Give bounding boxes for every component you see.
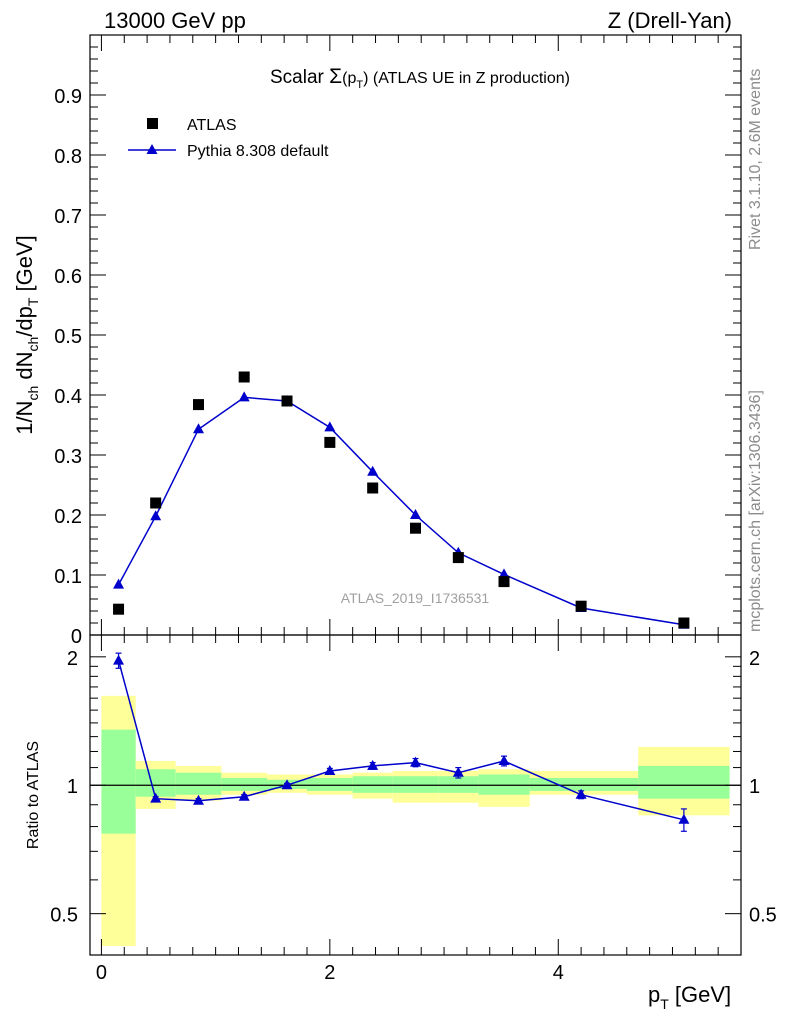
ratio-mc-point: [281, 779, 293, 790]
main-y-tick-labels: 0 0.1 0.2 0.3 0.4 0.5 0.6 0.7 0.8 0.9: [54, 86, 82, 648]
mc-point: [498, 568, 510, 579]
ratio-series-layer: [113, 652, 690, 832]
ratio-y-tick-label-right: 2: [749, 648, 760, 670]
ratio-y-tick-label-right: 0.5: [749, 905, 777, 927]
x-tick-label: 4: [553, 962, 564, 984]
x-axis-label-unit: [GeV]: [669, 982, 731, 1007]
header-left: 13000 GeV pp: [104, 8, 246, 33]
ratio-frame: [89, 634, 742, 956]
main-title-arg-sub: T: [356, 79, 363, 91]
ratio-y-label: Ratio to ATLAS: [25, 741, 42, 849]
ratio-y-tick-label-right: 1: [749, 776, 760, 798]
ratio-mc-point: [238, 790, 250, 801]
main-y-tick-label: 0.3: [54, 446, 82, 468]
ratio-band-inner: [392, 776, 439, 793]
ratio-band-inner: [175, 772, 222, 795]
x-axis-label-main: p: [648, 982, 660, 1007]
mcplots-label: mcplots.cern.ch [arXiv:1306.3436]: [747, 390, 764, 632]
atlas-point: [113, 603, 125, 615]
ratio-mc-point: [193, 794, 204, 805]
main-title-arg: (p: [342, 70, 356, 87]
ratio-mc-point: [498, 754, 510, 765]
mc-point: [113, 578, 125, 589]
legend-atlas-label: ATLAS: [187, 117, 237, 134]
rivet-label: Rivet 3.1.10, 2.6M events: [747, 69, 764, 250]
ratio-mc-line: [117, 660, 685, 821]
x-axis-label-sub: T: [660, 996, 669, 1012]
ratio-band-inner: [352, 776, 393, 793]
legend-atlas-marker: [147, 118, 158, 129]
mc-point: [150, 510, 162, 521]
ratio-mc-point: [367, 759, 379, 770]
main-title: Scalar Σ(pT) (ATLAS UE in Z production): [270, 65, 570, 91]
ratio-band-inner: [478, 774, 530, 795]
ratio-axis-ticks: [90, 635, 741, 955]
ratio-mc-point: [150, 792, 162, 803]
main-y-tick-label: 0.7: [54, 206, 82, 228]
main-axis-ticks: [90, 35, 741, 636]
main-title-prefix: Scalar: [270, 67, 329, 88]
main-y-tick-label: 0.6: [54, 266, 82, 288]
atlas-point: [281, 395, 293, 407]
main-y-tick-label: 0.2: [54, 506, 82, 528]
ratio-y-tick-label: 0.5: [50, 905, 78, 927]
x-tick-label: 2: [324, 962, 335, 984]
atlas-point: [324, 436, 336, 448]
ratio-y-tick-label: 1: [67, 776, 78, 798]
atlas-point: [678, 617, 690, 629]
legend: ATLAS Pythia 8.308 default: [128, 117, 329, 160]
main-panel: 0 0.1 0.2 0.3 0.4 0.5 0.6 0.7 0.8 0.9 Scalar Σ(pT…: [12, 34, 742, 648]
ratio-band-inner: [221, 777, 268, 791]
ratio-band-inner: [135, 769, 176, 797]
atlas-point: [150, 497, 162, 509]
main-y-label: 1/Nch dNch/dpT [GeV]: [12, 235, 41, 435]
mc-point: [193, 423, 204, 434]
main-y-tick-label: 0.5: [54, 326, 82, 348]
mc-point: [238, 391, 250, 402]
atlas-point: [452, 552, 464, 564]
x-tick-label: 0: [96, 962, 107, 984]
main-series-layer: [113, 371, 690, 629]
ratio-band-inner: [638, 765, 730, 799]
mc-line: [117, 396, 685, 626]
analysis-id: ATLAS_2019_I1736531: [341, 590, 490, 606]
ratio-mc-point: [575, 788, 587, 799]
main-y-tick-label: 0.9: [54, 86, 82, 108]
main-y-tick-label: 0.1: [54, 566, 82, 588]
legend-mc-label: Pythia 8.308 default: [187, 143, 329, 160]
main-y-tick-label: 0.4: [54, 386, 82, 408]
main-title-sigma: Σ: [329, 65, 342, 88]
main-title-rest: (ATLAS UE in Z production): [368, 70, 570, 87]
atlas-point: [238, 371, 250, 383]
ratio-mc-point: [678, 813, 690, 824]
ratio-band-inner: [529, 777, 639, 791]
atlas-point: [193, 399, 204, 411]
mc-point: [324, 421, 336, 432]
ratio-mc-point: [113, 654, 125, 665]
ratio-mc-point: [410, 756, 421, 767]
ratio-y-tick-label: 2: [67, 648, 78, 670]
ratio-band-inner: [101, 729, 136, 834]
ratio-uncertainty-bands: [101, 695, 730, 946]
mc-point: [410, 509, 421, 519]
main-title-arg-close: ): [363, 70, 368, 87]
legend-mc-marker: [146, 144, 158, 154]
x-axis-label: pT [GeV]: [648, 982, 731, 1012]
mc-point: [367, 465, 379, 476]
atlas-point: [498, 576, 510, 588]
ratio-band-inner: [438, 776, 479, 793]
ratio-band-inner: [307, 777, 353, 791]
main-y-tick-label: 0.8: [54, 146, 82, 168]
ratio-mc-point: [324, 764, 336, 775]
atlas-point: [367, 482, 379, 494]
main-y-tick-label: 0: [71, 626, 82, 648]
header-right: Z (Drell-Yan): [608, 8, 732, 33]
ratio-panel: 0.5 0.5 1 1 2 2 0 2 4 Ratio to ATLAS pT [GeV]: [25, 634, 777, 1012]
atlas-point: [575, 600, 587, 612]
ratio-tick-labels: 0.5 0.5 1 1 2 2 0 2 4: [50, 648, 777, 984]
atlas-point: [410, 522, 421, 534]
ratio-mc-point: [452, 766, 464, 777]
